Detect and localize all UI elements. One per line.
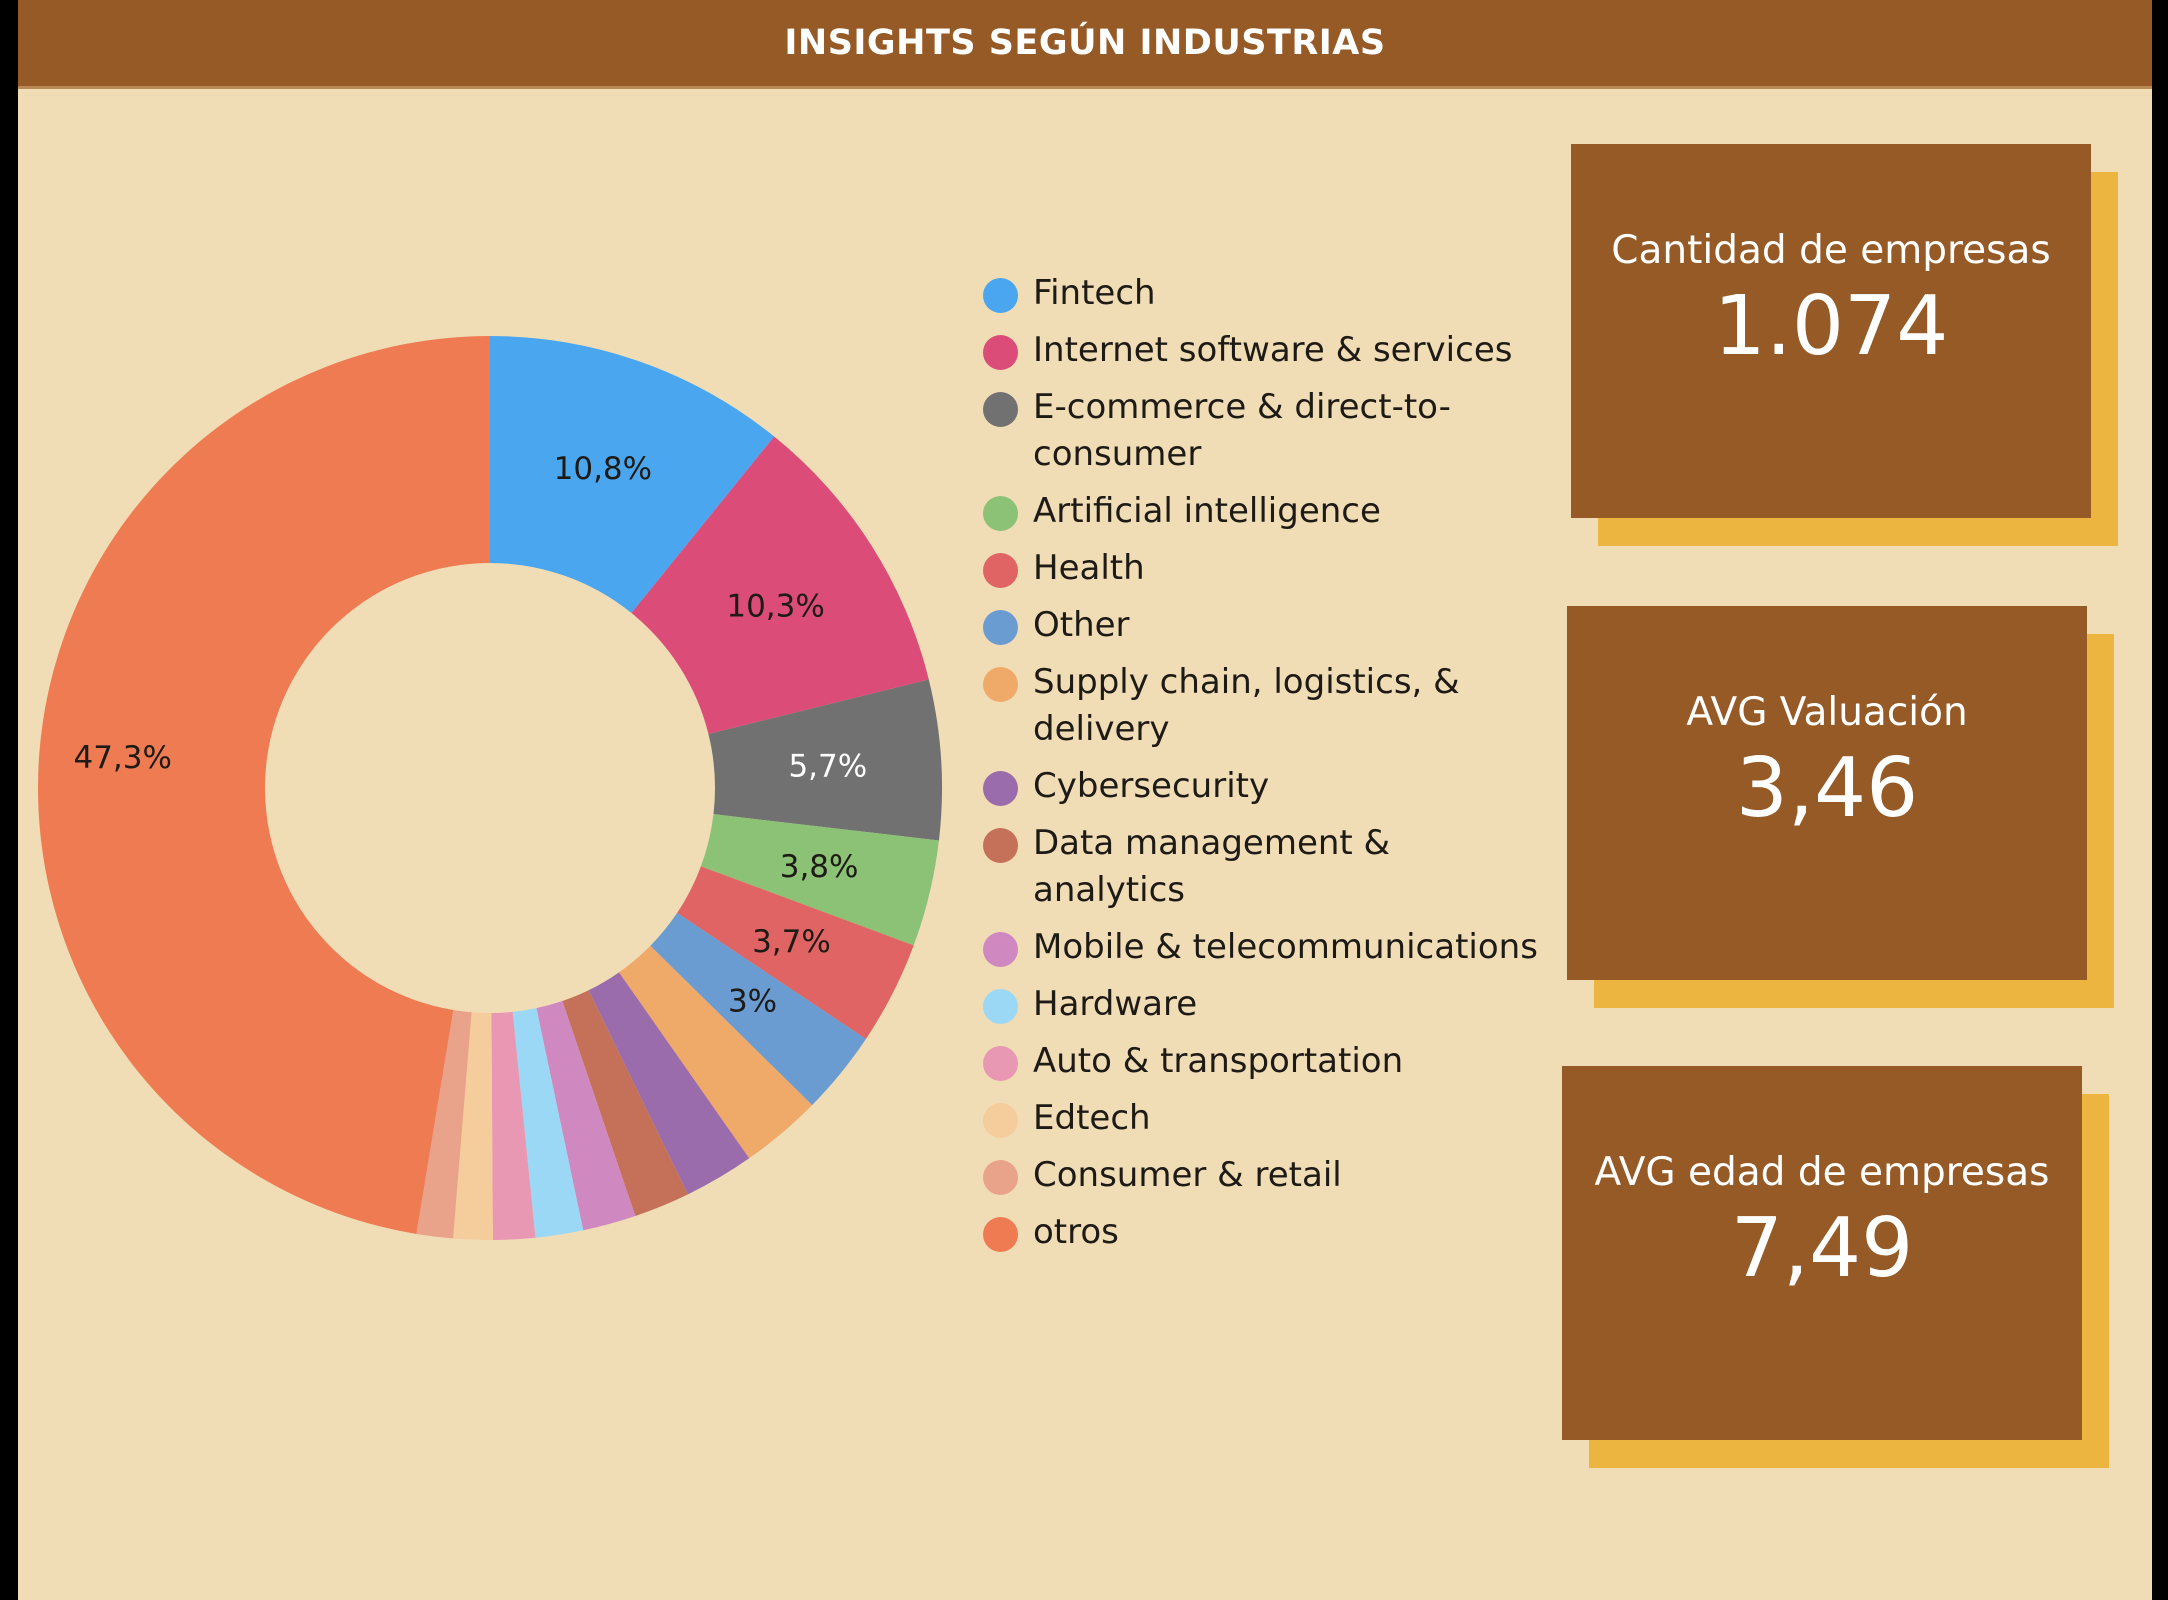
legend-label: Auto & transportation (1033, 1041, 1404, 1081)
card-value: 3,46 (1735, 741, 1919, 836)
slice-artificial-intelligence (700, 814, 939, 946)
slice-other (650, 912, 866, 1106)
card-face: AVG Valuación 3,46 (1567, 606, 2087, 980)
slice-otros (38, 336, 490, 1234)
legend-item: E-commerce & direct-to- consumer (983, 384, 1543, 478)
legend-swatch (983, 278, 1018, 313)
slice-label: 3,8% (780, 849, 859, 885)
legend-item: Data management & analytics (983, 820, 1543, 914)
legend-label: Internet software & services (1033, 330, 1513, 370)
slice-label: 5,7% (788, 749, 867, 785)
slice-auto-transportation (491, 1011, 536, 1240)
slice-label: 47,3% (73, 740, 171, 776)
slice-supply-chain-logistics-delivery (619, 945, 813, 1159)
slice-cybersecurity (588, 972, 750, 1195)
legend-label: Edtech (1033, 1098, 1151, 1138)
legend-swatch (983, 610, 1018, 645)
legend-swatch (983, 932, 1018, 967)
legend-label: Health (1033, 548, 1145, 588)
legend-swatch (983, 771, 1018, 806)
legend-label: otros (1033, 1212, 1119, 1252)
legend-label: Artificial intelligence (1033, 491, 1381, 531)
legend-swatch (983, 392, 1018, 427)
slice-hardware (512, 1008, 584, 1238)
legend-item: Hardware (983, 981, 1543, 1028)
slice-mobile-telecommunications (536, 1001, 636, 1231)
slice-label: 3,7% (752, 924, 831, 960)
legend-label: Hardware (1033, 984, 1198, 1024)
slice-label: 3% (728, 984, 777, 1020)
legend-item: Other (983, 602, 1543, 649)
card-face: Cantidad de empresas 1.074 (1571, 144, 2091, 518)
legend-swatch (983, 667, 1018, 702)
legend-swatch (983, 496, 1018, 531)
legend-item: Cybersecurity (983, 763, 1543, 810)
legend-swatch (983, 1046, 1018, 1081)
card-value: 1.074 (1713, 279, 1949, 374)
slice-internet-software-services (631, 436, 929, 734)
slice-consumer-retail (416, 1009, 472, 1239)
legend-swatch (983, 1103, 1018, 1138)
legend-item: Internet software & services (983, 327, 1543, 374)
slice-e-commerce-direct-to-consumer (708, 679, 942, 841)
legend-swatch (983, 1160, 1018, 1195)
legend-label: Other (1033, 605, 1130, 645)
legend-item: Auto & transportation (983, 1038, 1543, 1085)
legend-item: otros (983, 1209, 1543, 1256)
chart-legend: Fintech Internet software & services E-c… (983, 270, 1543, 1266)
legend-label: Mobile & telecommunications (1033, 927, 1538, 967)
page-title: INSIGHTS SEGÚN INDUSTRIAS (784, 23, 1386, 63)
slice-health (677, 866, 914, 1039)
legend-item: Edtech (983, 1095, 1543, 1142)
legend-swatch (983, 553, 1018, 588)
legend-item: Fintech (983, 270, 1543, 317)
header-bar: INSIGHTS SEGÚN INDUSTRIAS (18, 0, 2152, 89)
card-title: AVG Valuación (1686, 690, 1968, 735)
legend-label: E-commerce & direct-to- consumer (1033, 387, 1451, 474)
donut-chart: 10,8% 10,3% 5,7% 3,8% 3,7% 3% 47,3% (38, 336, 942, 1240)
kpi-card-avg-company-age: AVG edad de empresas 7,49 (1562, 1066, 2109, 1468)
legend-item: Mobile & telecommunications (983, 924, 1543, 971)
legend-label: Supply chain, logistics, & delivery (1033, 662, 1460, 749)
card-face: AVG edad de empresas 7,49 (1562, 1066, 2082, 1440)
legend-label: Data management & analytics (1033, 823, 1391, 910)
legend-swatch (983, 335, 1018, 370)
legend-label: Cybersecurity (1033, 766, 1270, 806)
card-value: 7,49 (1730, 1201, 1914, 1296)
legend-item: Supply chain, logistics, & delivery (983, 659, 1543, 753)
slice-label: 10,3% (726, 588, 824, 624)
card-title: Cantidad de empresas (1611, 228, 2051, 273)
legend-item: Consumer & retail (983, 1152, 1543, 1199)
legend-item: Health (983, 545, 1543, 592)
legend-label: Consumer & retail (1033, 1155, 1342, 1195)
card-title: AVG edad de empresas (1594, 1150, 2050, 1195)
dashboard-panel: INSIGHTS SEGÚN INDUSTRIAS 10,8% 10,3% 5,7%… (18, 0, 2152, 1600)
slice-data-management-analytics (562, 990, 688, 1216)
slice-edtech (453, 1012, 493, 1240)
legend-swatch (983, 989, 1018, 1024)
legend-swatch (983, 828, 1018, 863)
legend-item: Artificial intelligence (983, 488, 1543, 535)
legend-swatch (983, 1217, 1018, 1252)
kpi-card-avg-valuation: AVG Valuación 3,46 (1567, 606, 2114, 1008)
kpi-card-company-count: Cantidad de empresas 1.074 (1571, 144, 2118, 546)
legend-label: Fintech (1033, 273, 1156, 313)
slice-label: 10,8% (554, 451, 652, 487)
slice-fintech (490, 336, 775, 614)
